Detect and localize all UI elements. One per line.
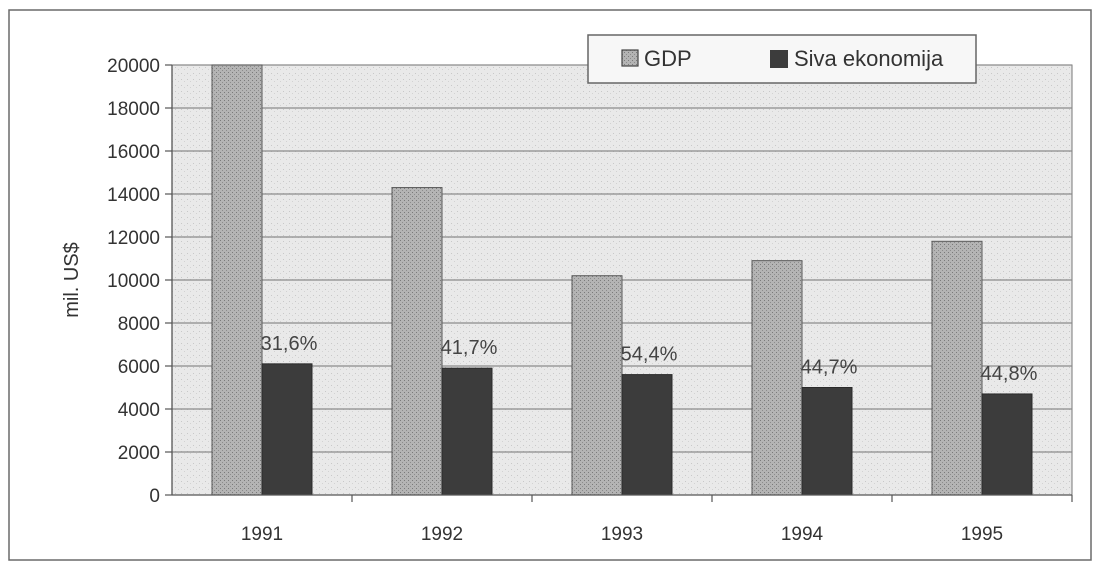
legend-label-gdp: GDP [644, 46, 692, 71]
bar-siva-ekonomija-1992 [441, 367, 493, 496]
bar-gdp-1992 [391, 187, 443, 496]
data-label: 54,4% [621, 344, 678, 366]
x-tick-labels: 1991 1992 1993 1994 1995 [241, 495, 1073, 545]
bars [211, 64, 1033, 496]
y-tick-label: 20000 [107, 56, 160, 77]
legend-label-siva-ekonomija: Siva ekonomija [794, 46, 944, 71]
x-tick-label: 1994 [781, 524, 824, 545]
x-tick-label: 1992 [421, 524, 463, 545]
bar-gdp-1993 [571, 275, 623, 496]
y-tick-label: 14000 [107, 185, 160, 206]
data-label: 44,8% [981, 363, 1038, 385]
y-tick-label: 18000 [107, 99, 160, 120]
legend-swatch-siva-ekonomija [770, 50, 788, 68]
data-label: 41,7% [441, 337, 498, 359]
y-tick-label: 12000 [107, 228, 160, 249]
bar-siva-ekonomija-1993 [621, 374, 673, 496]
bar-siva-ekonomija-1994 [801, 387, 853, 496]
bar-siva-ekonomija-1991 [261, 363, 313, 496]
legend-swatch-gdp [621, 49, 639, 67]
chart-frame [8, 9, 1092, 561]
data-labels: 31,6% 41,7% 54,4% 44,7% 44,8% [261, 333, 1038, 385]
x-tick-label: 1991 [241, 524, 283, 545]
y-tick-label: 2000 [118, 443, 160, 464]
y-tick-label: 6000 [118, 357, 160, 378]
y-tick-label: 4000 [118, 400, 160, 421]
legend: GDP Siva ekonomija [587, 34, 977, 84]
bar-gdp-1991 [211, 64, 263, 496]
y-tick-label: 16000 [107, 142, 160, 163]
y-tick-labels: 0 2000 4000 6000 8000 10000 12000 14000 16000 180… [107, 56, 172, 507]
data-label: 44,7% [801, 357, 858, 379]
data-label: 31,6% [261, 333, 318, 355]
x-tick-label: 1995 [961, 524, 1003, 545]
y-tick-label: 8000 [118, 314, 160, 335]
bar-gdp-1995 [931, 240, 983, 496]
y-tick-label: 0 [149, 486, 160, 507]
y-axis-label: mil. US$ [61, 242, 83, 318]
bar-gdp-1994 [751, 260, 803, 496]
bar-siva-ekonomija-1995 [981, 393, 1033, 496]
y-tick-label: 10000 [107, 271, 160, 292]
x-tick-label: 1993 [601, 524, 643, 545]
